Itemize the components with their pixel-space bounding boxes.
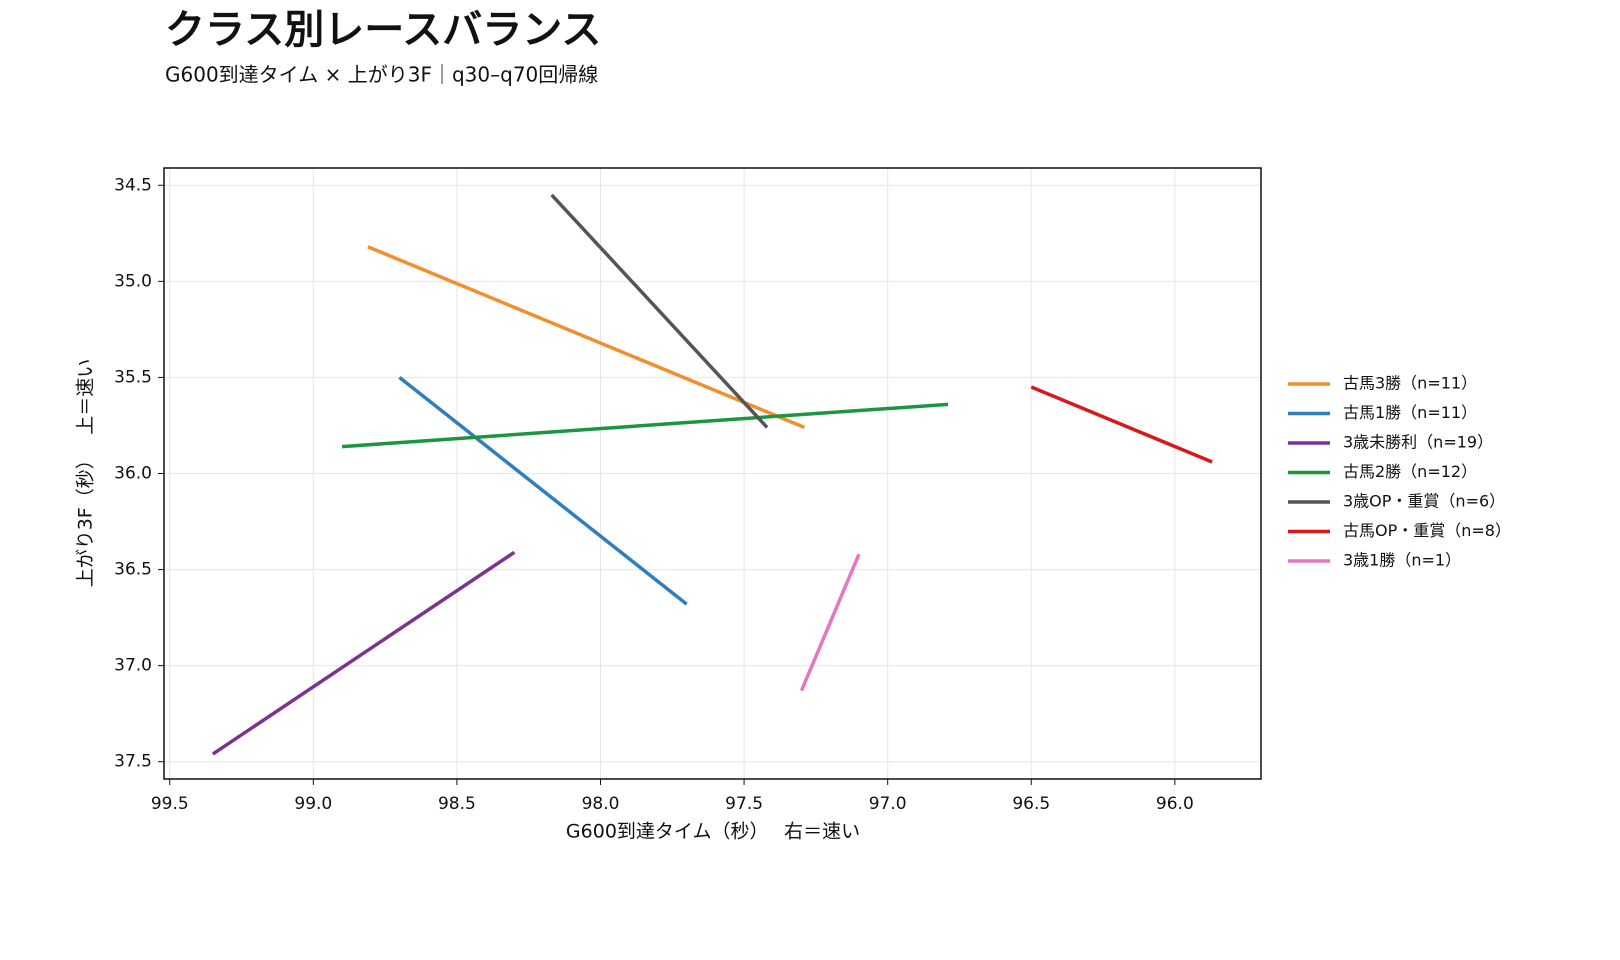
x-tick-label: 99.0: [294, 794, 332, 814]
legend-label: 古馬1勝（n=11）: [1343, 403, 1477, 422]
chart-subtitle: G600到達タイム × 上がり3F｜q30–q70回帰線: [165, 63, 598, 87]
regression-line: [367, 245, 806, 430]
y-tick-label: 36.0: [114, 464, 152, 484]
y-tick-label: 35.0: [114, 271, 152, 291]
regression-line: [550, 193, 769, 429]
legend-label: 古馬OP・重賞（n=8）: [1343, 521, 1511, 540]
y-tick-label: 34.5: [114, 175, 152, 195]
regression-line: [341, 402, 949, 449]
legend-label: 古馬2勝（n=12）: [1343, 462, 1477, 481]
x-tick-label: 96.0: [1156, 794, 1194, 814]
legend-label: 3歳OP・重賞（n=6）: [1343, 492, 1505, 511]
y-tick-label: 35.5: [114, 367, 152, 387]
x-axis-label: G600到達タイム（秒） 右＝速い: [566, 821, 860, 843]
x-tick-label: 98.5: [438, 794, 476, 814]
x-tick-label: 96.5: [1012, 794, 1050, 814]
regression-line: [799, 553, 861, 692]
x-tick-label: 97.0: [869, 794, 907, 814]
y-axis-label: 上がり3F（秒） 上＝速い: [75, 359, 97, 588]
y-tick-label: 36.5: [114, 560, 152, 580]
legend-label: 3歳1勝（n=1）: [1343, 551, 1461, 570]
y-tick-label: 37.0: [114, 656, 152, 676]
legend-label: 3歳未勝利（n=19）: [1343, 433, 1493, 452]
regression-line: [211, 550, 516, 756]
x-tick-label: 99.5: [151, 794, 189, 814]
regression-line: [1030, 385, 1213, 464]
x-tick-label: 98.0: [582, 794, 620, 814]
y-tick-label: 37.5: [114, 752, 152, 772]
x-tick-label: 97.5: [725, 794, 763, 814]
chart-title: クラス別レースバランス: [165, 7, 601, 53]
regression-line: [398, 376, 688, 606]
plot-frame: [163, 167, 1262, 780]
legend-label: 古馬3勝（n=11）: [1343, 374, 1477, 393]
